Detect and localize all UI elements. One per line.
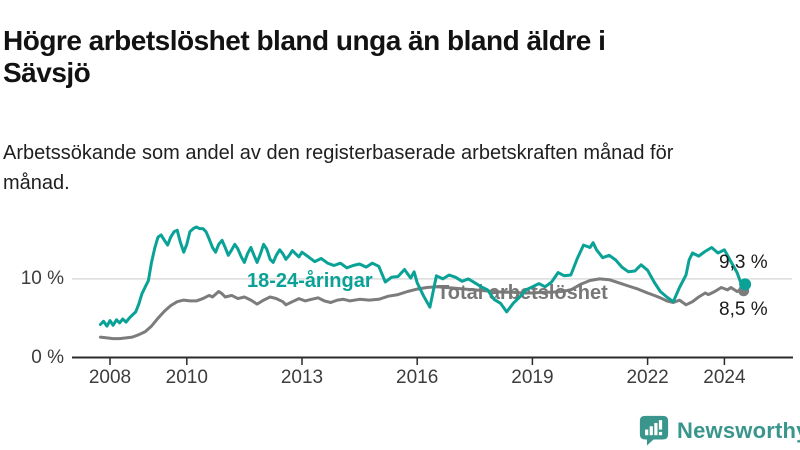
newsworthy-wordmark: Newsworthy: [677, 418, 800, 444]
end-value-young: 9,3 %: [719, 252, 789, 274]
end-dot-young: [739, 278, 751, 290]
end-value-total: 8,5 %: [719, 299, 789, 321]
line-chart: 200820102013201620192022202410 %0 % 18-2…: [0, 0, 800, 450]
newsworthy-logo-icon: [638, 414, 670, 447]
series-line-young: [100, 227, 745, 326]
newsworthy-logo[interactable]: Newsworthy: [638, 414, 800, 447]
chart-top-layer: [0, 0, 800, 450]
